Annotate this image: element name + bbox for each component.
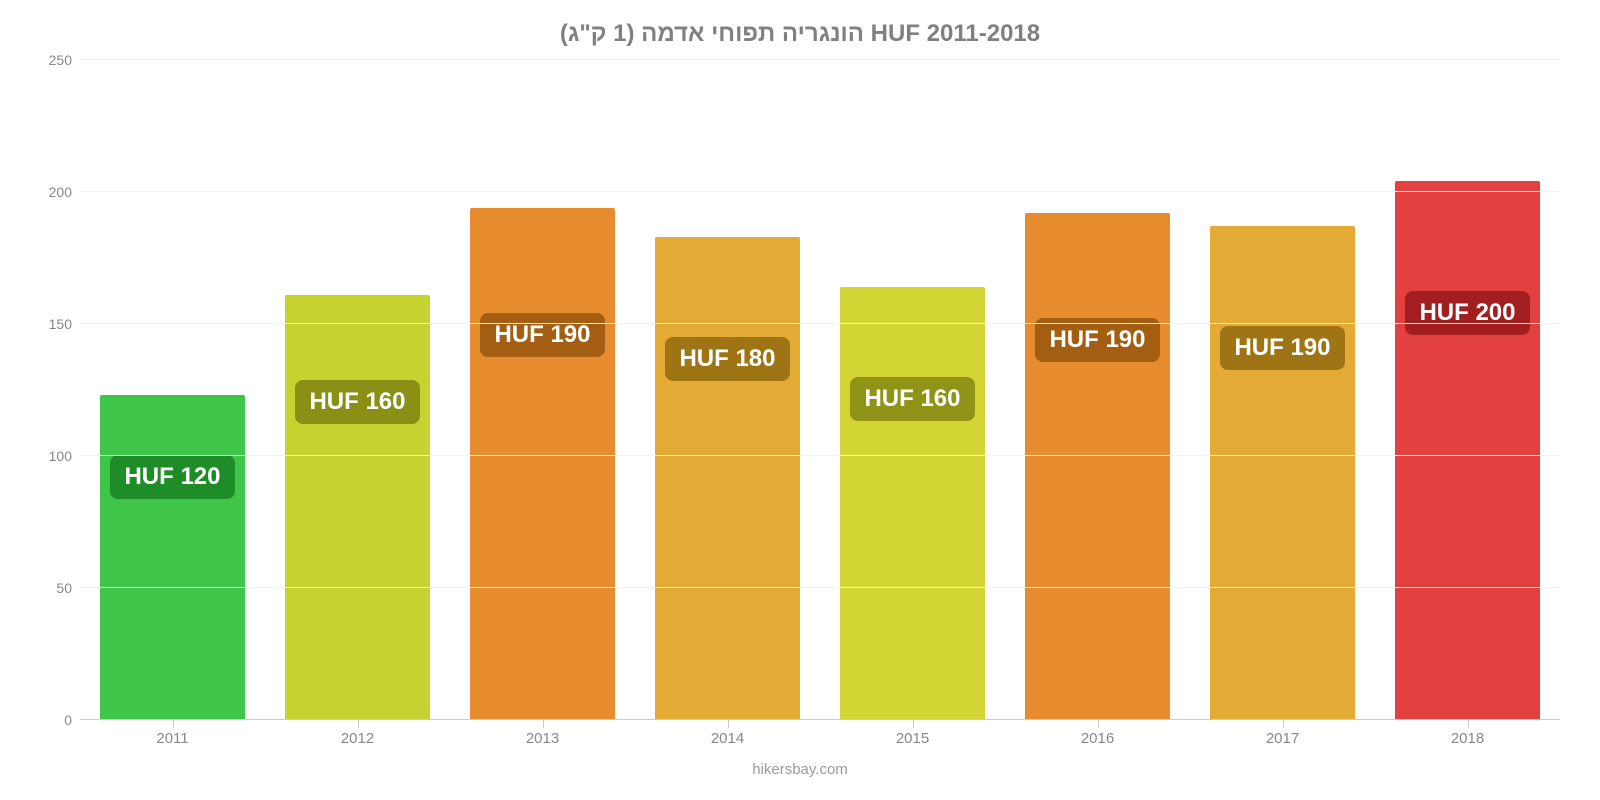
chart-container: הונגריה תפוחי אדמה (1 ק"ג) HUF 2011-2018… <box>0 0 1600 800</box>
y-tick-label: 100 <box>30 448 72 464</box>
bar-slot: HUF 160 <box>820 60 1005 719</box>
bar-slot: HUF 200 <box>1375 60 1560 719</box>
chart-title: הונגריה תפוחי אדמה (1 ק"ג) HUF 2011-2018 <box>30 20 1570 48</box>
gridline <box>80 59 1560 60</box>
bar-slot: HUF 180 <box>635 60 820 719</box>
x-tick-label: 2018 <box>1375 730 1560 747</box>
y-tick-label: 0 <box>30 712 72 728</box>
y-tick-label: 150 <box>30 316 72 332</box>
bar-value-label: HUF 190 <box>480 313 604 357</box>
bar-value-label: HUF 190 <box>1220 326 1344 370</box>
bar-value-label: HUF 200 <box>1405 291 1529 335</box>
x-baseline <box>80 719 1560 720</box>
bar: HUF 190 <box>470 208 614 719</box>
bar-slot: HUF 190 <box>1190 60 1375 719</box>
source-label: hikersbay.com <box>30 761 1570 778</box>
bar-value-label: HUF 160 <box>295 380 419 424</box>
x-tick-label: 2014 <box>635 730 820 747</box>
gridline <box>80 587 1560 588</box>
bar-value-label: HUF 180 <box>665 337 789 381</box>
y-tick-label: 250 <box>30 52 72 68</box>
x-axis: 20112012201320142015201620172018 <box>80 730 1560 747</box>
bar-value-label: HUF 190 <box>1035 318 1159 362</box>
x-tick-label: 2015 <box>820 730 1005 747</box>
bar: HUF 120 <box>100 395 244 719</box>
y-axis: 050100150200250 <box>30 60 80 720</box>
plot-area: 050100150200250 HUF 120HUF 160HUF 190HUF… <box>80 60 1560 720</box>
bar: HUF 160 <box>840 287 984 719</box>
bar: HUF 200 <box>1395 181 1539 719</box>
bar-slot: HUF 160 <box>265 60 450 719</box>
bar: HUF 190 <box>1210 226 1354 719</box>
x-tick-label: 2013 <box>450 730 635 747</box>
bar-slot: HUF 120 <box>80 60 265 719</box>
x-tick-label: 2012 <box>265 730 450 747</box>
bar-value-label: HUF 160 <box>850 377 974 421</box>
y-tick-label: 50 <box>30 580 72 596</box>
bar: HUF 160 <box>285 295 429 719</box>
gridline <box>80 455 1560 456</box>
gridline <box>80 191 1560 192</box>
x-tick-label: 2016 <box>1005 730 1190 747</box>
bar-value-label: HUF 120 <box>110 455 234 499</box>
bar: HUF 180 <box>655 237 799 719</box>
bar: HUF 190 <box>1025 213 1169 719</box>
y-tick-label: 200 <box>30 184 72 200</box>
bar-slot: HUF 190 <box>450 60 635 719</box>
bar-slot: HUF 190 <box>1005 60 1190 719</box>
bars-row: HUF 120 HUF 160 HUF 190 HUF 180 HUF 160 HUF 1… <box>80 60 1560 719</box>
gridline <box>80 323 1560 324</box>
x-tick-label: 2017 <box>1190 730 1375 747</box>
x-tick-label: 2011 <box>80 730 265 747</box>
